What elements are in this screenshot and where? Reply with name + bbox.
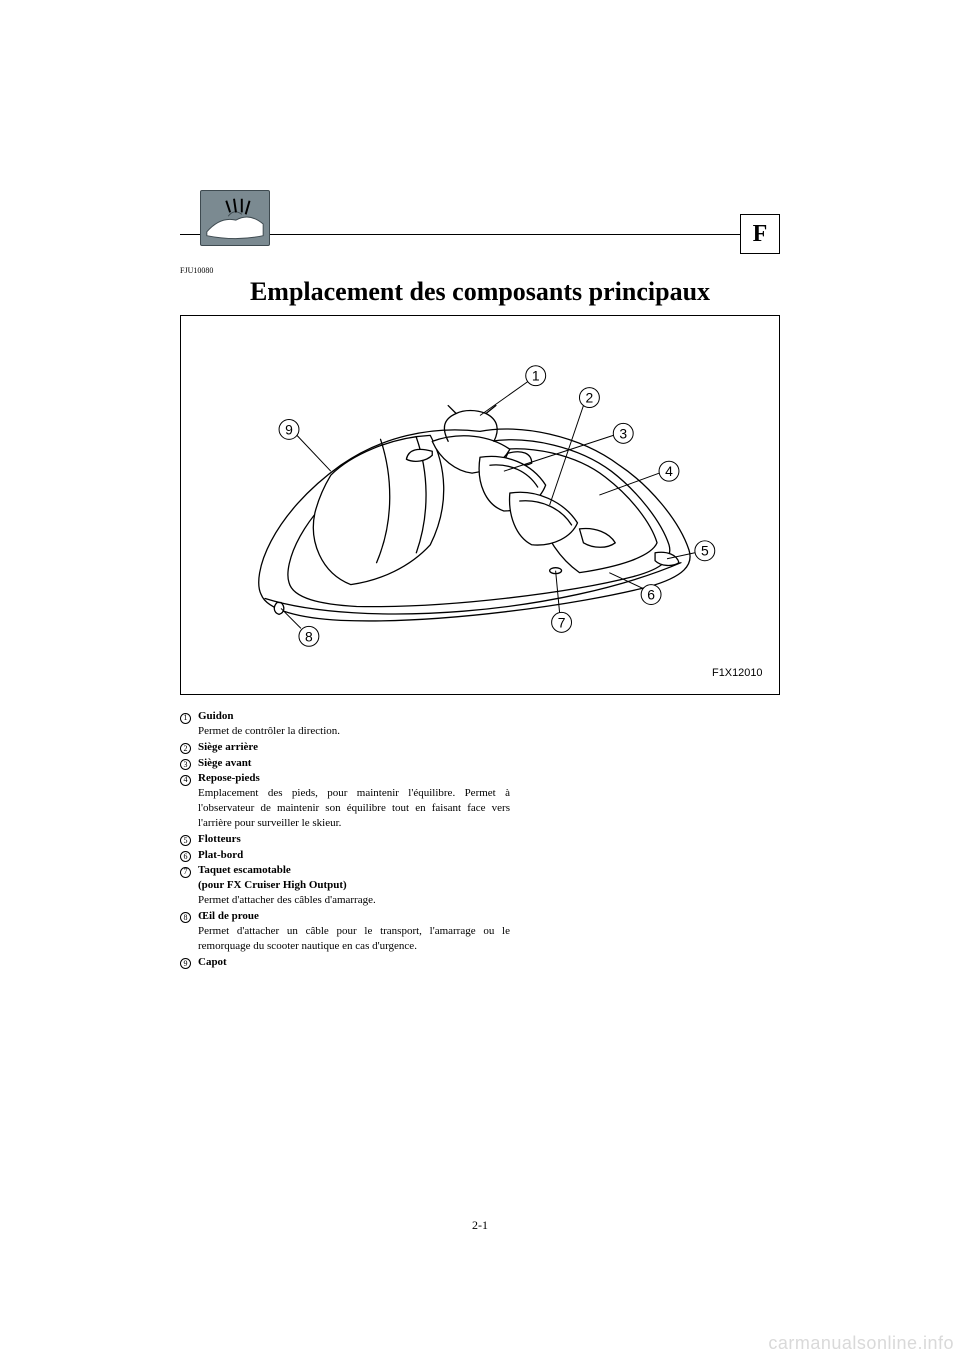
legend-label: Œil de proue xyxy=(198,909,510,924)
legend-num: 4 xyxy=(180,775,191,786)
legend-item: 3 Siège avant xyxy=(180,756,510,771)
doc-code: FJU10080 xyxy=(180,266,780,275)
legend-desc: Permet d'attacher des câbles d'amarrage. xyxy=(198,893,510,908)
callout-1-num: 1 xyxy=(532,368,540,384)
legend-num: 1 xyxy=(180,713,191,724)
callout-4-num: 4 xyxy=(665,463,673,479)
callout-9-num: 9 xyxy=(285,421,293,437)
legend-label: Guidon xyxy=(198,709,510,724)
legend-label: Repose-pieds xyxy=(198,771,510,786)
jetski-icon xyxy=(201,191,269,245)
callout-2-num: 2 xyxy=(586,390,594,406)
legend-item: 9 Capot xyxy=(180,955,510,970)
page-header: F xyxy=(180,190,780,256)
callout-6-num: 6 xyxy=(647,587,655,603)
legend-item: 8 Œil de proue Permet d'attacher un câbl… xyxy=(180,909,510,954)
language-indicator: F xyxy=(740,214,780,254)
legend-label: Capot xyxy=(198,955,510,970)
diagram-frame: 1 2 3 4 5 xyxy=(180,315,780,695)
callout-1: 1 xyxy=(526,366,546,386)
legend-item: 5 Flotteurs xyxy=(180,832,510,847)
callout-5: 5 xyxy=(695,541,715,561)
language-indicator-text: F xyxy=(753,221,768,248)
legend-label: Flotteurs xyxy=(198,832,510,847)
legend-desc: Emplacement des pieds, pour maintenir l'… xyxy=(198,786,510,831)
legend-desc: Permet d'attacher un câble pour le trans… xyxy=(198,924,510,954)
legend-label: Siège arrière xyxy=(198,740,510,755)
callout-8-num: 8 xyxy=(305,628,313,644)
legend-num: 5 xyxy=(180,835,191,846)
page-content: F FJU10080 Emplacement des composants pr… xyxy=(180,190,780,970)
legend-num: 7 xyxy=(180,867,191,878)
callout-2: 2 xyxy=(579,388,599,408)
legend-desc: Permet de contrôler la direction. xyxy=(198,724,510,739)
legend: 1 Guidon Permet de contrôler la directio… xyxy=(180,709,510,969)
callout-9: 9 xyxy=(279,419,299,439)
page-title: Emplacement des composants principaux xyxy=(180,277,780,307)
callout-7-num: 7 xyxy=(558,614,566,630)
legend-label-2: (pour FX Cruiser High Output) xyxy=(198,878,510,893)
legend-item: 7 Taquet escamotable (pour FX Cruiser Hi… xyxy=(180,863,510,908)
callout-3-num: 3 xyxy=(619,425,627,441)
jetski-diagram: 1 2 3 4 5 xyxy=(181,316,779,694)
legend-item: 2 Siège arrière xyxy=(180,740,510,755)
watermark: carmanualsonline.info xyxy=(768,1333,954,1354)
legend-label: Taquet escamotable xyxy=(198,863,510,878)
callout-6: 6 xyxy=(641,585,661,605)
legend-item: 4 Repose-pieds Emplacement des pieds, po… xyxy=(180,771,510,830)
legend-label: Plat-bord xyxy=(198,848,510,863)
legend-label: Siège avant xyxy=(198,756,510,771)
callout-3: 3 xyxy=(613,423,633,443)
legend-item: 6 Plat-bord xyxy=(180,848,510,863)
header-rule xyxy=(180,234,780,235)
callout-7: 7 xyxy=(552,612,572,632)
legend-num: 9 xyxy=(180,958,191,969)
legend-num: 8 xyxy=(180,912,191,923)
chapter-icon xyxy=(200,190,270,246)
callout-4: 4 xyxy=(659,461,679,481)
legend-num: 2 xyxy=(180,743,191,754)
callout-5-num: 5 xyxy=(701,543,709,559)
callout-8: 8 xyxy=(299,626,319,646)
page-number: 2-1 xyxy=(472,1218,488,1233)
legend-num: 3 xyxy=(180,759,191,770)
legend-num: 6 xyxy=(180,851,191,862)
legend-item: 1 Guidon Permet de contrôler la directio… xyxy=(180,709,510,739)
figure-code: F1X12010 xyxy=(712,667,762,679)
